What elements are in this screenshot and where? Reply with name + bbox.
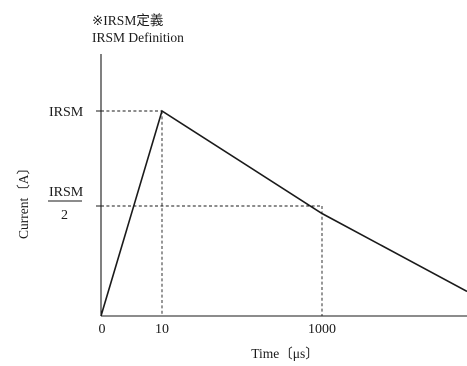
- y-tick-label-denominator: 2: [61, 208, 68, 223]
- chart-title-line-2: IRSM Definition: [92, 30, 184, 45]
- y-tick-label-irsm-numerator: IRSM: [49, 185, 84, 200]
- x-axis-label: Time〔μs〕: [251, 346, 319, 361]
- chart-title-line-1: ※IRSM定義: [92, 12, 163, 28]
- waveform-series-line: [100, 109, 467, 317]
- x-tick-label-1000: 1000: [308, 322, 336, 337]
- x-tick-label-0: 0: [99, 322, 106, 337]
- y-tick-label-irsm: IRSM: [49, 105, 84, 120]
- x-tick-label-10: 10: [155, 322, 169, 337]
- y-axis-label: Current〔A〕: [16, 161, 31, 239]
